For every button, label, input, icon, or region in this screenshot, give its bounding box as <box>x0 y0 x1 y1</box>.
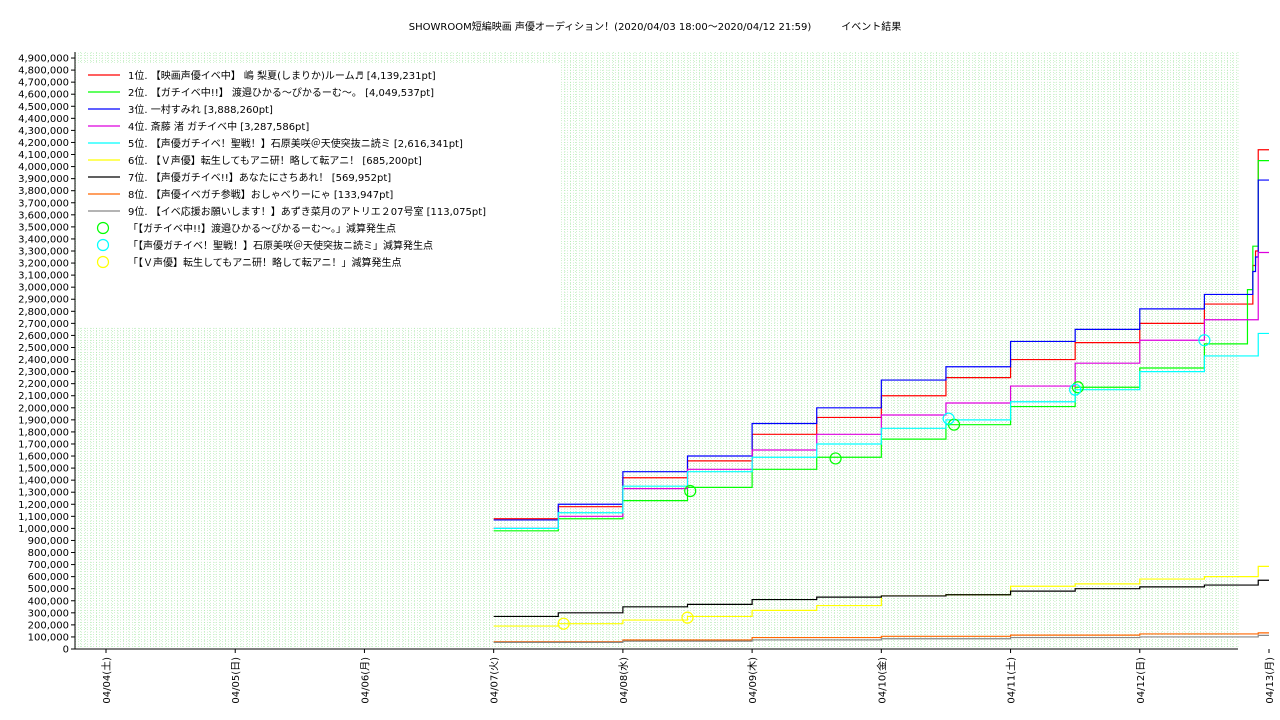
x-tick-label: 04/10(金) <box>875 657 888 704</box>
legend-label: 3位. 一村すみれ [3,888,260pt] <box>128 103 273 116</box>
y-tick-label: 0 <box>63 645 69 656</box>
series-line-3 <box>493 179 1269 521</box>
reduction-marker-3 <box>681 611 694 624</box>
legend-label: 4位. 斎藤 渚 ガチイベ中 [3,287,586pt] <box>128 120 309 133</box>
y-tick-label: 3,300,000 <box>18 247 69 258</box>
x-tick-label: 04/08(水) <box>618 657 630 704</box>
y-tick-label: 3,100,000 <box>18 271 69 282</box>
y-tick-label: 3,900,000 <box>18 174 69 185</box>
y-tick-label: 100,000 <box>28 632 69 643</box>
legend-label: 8位. 【声優イベガチ参戦】おしゃべりーにゃ [133,947pt] <box>128 188 393 201</box>
series-line-4 <box>493 251 1269 529</box>
y-tick-label: 1,300,000 <box>18 488 69 499</box>
y-tick-label: 1,700,000 <box>18 439 69 450</box>
y-tick-label: 1,000,000 <box>18 524 69 535</box>
x-tick-label: 04/12(日) <box>1136 657 1147 704</box>
reduction-marker-2 <box>1198 334 1211 347</box>
legend-label: 1位. 【映画声優イベ中】 嶋 梨夏(しまりか)ルーム♬ [4,139,231p… <box>128 69 436 82</box>
reduction-marker-1 <box>1071 381 1084 394</box>
y-tick-label: 4,000,000 <box>18 162 69 173</box>
chart-title: SHOWROOM短編映画 声優オーディション！(2020/04/03 18:00… <box>409 20 902 33</box>
x-tick-label: 04/05(日) <box>231 657 242 704</box>
y-tick-label: 3,400,000 <box>18 234 69 245</box>
legend-label: 6位. 【Ｖ声優】転生してもアニ研！略して転アニ！ [685,200pt] <box>128 154 422 167</box>
reduction-marker-3 <box>557 617 570 630</box>
y-tick-label: 2,400,000 <box>18 355 69 366</box>
y-tick-label: 4,900,000 <box>18 54 69 65</box>
x-tick-label: 04/13(月) <box>1264 657 1276 704</box>
reduction-marker-1 <box>829 452 842 465</box>
y-tick-label: 600,000 <box>28 572 69 583</box>
legend-label: 7位. 【声優ガチイベ!!】あなたにさちあれ！ [569,952pt] <box>128 171 391 184</box>
series-line-9 <box>493 634 1269 643</box>
y-tick-label: 3,200,000 <box>18 259 69 270</box>
legend-label: 「【声優ガチイベ！聖戦！】石原美咲＠天使突抜ニ読ミ」減算発生点 <box>128 239 433 252</box>
reduction-marker-2 <box>1069 383 1082 396</box>
y-tick-label: 2,900,000 <box>18 295 69 306</box>
y-tick-label: 1,800,000 <box>18 427 69 438</box>
y-tick-label: 4,700,000 <box>18 78 69 89</box>
legend-marker-swatch <box>96 221 110 235</box>
x-tick-label: 04/06(月) <box>359 657 371 704</box>
y-axis-ticks: 0 100,000200,000300,000400,000500,000600,… <box>18 54 75 656</box>
y-tick-label: 4,400,000 <box>18 114 69 125</box>
y-tick-label: 4,500,000 <box>18 102 69 113</box>
legend-marker-swatch <box>96 255 110 269</box>
legend-label: 9位. 【イベ応援お願いします！】あずき菜月のアトリエ２07号室 [113,07… <box>128 205 486 218</box>
reduction-markers <box>557 334 1211 630</box>
x-tick-label: 04/04(土) <box>100 657 113 704</box>
reduction-marker-1 <box>684 484 697 498</box>
y-tick-label: 4,100,000 <box>18 150 69 161</box>
y-tick-label: 1,900,000 <box>18 415 69 426</box>
y-tick-label: 400,000 <box>28 596 69 607</box>
y-tick-label: 800,000 <box>28 548 69 559</box>
x-tick-label: 04/07(火) <box>489 657 501 704</box>
y-tick-label: 1,500,000 <box>18 464 69 475</box>
y-tick-label: 1,200,000 <box>18 500 69 511</box>
y-tick-label: 1,600,000 <box>18 452 69 463</box>
series-line-2 <box>493 160 1269 532</box>
y-tick-label: 500,000 <box>28 584 69 595</box>
y-tick-label: 4,800,000 <box>18 66 69 77</box>
y-tick-label: 4,300,000 <box>18 126 69 137</box>
y-tick-label: 700,000 <box>28 560 69 571</box>
y-tick-label: 3,000,000 <box>18 283 69 294</box>
y-tick-label: 900,000 <box>28 536 69 547</box>
y-tick-label: 200,000 <box>28 620 69 631</box>
x-axis-ticks: 04/04(土) 04/05(日) 04/06(月) 04/07(火) 04/08(水)… <box>100 649 1276 704</box>
y-tick-label: 1,400,000 <box>18 476 69 487</box>
series-line-7 <box>493 579 1269 618</box>
legend-label: 5位. 【声優ガチイベ！聖戦！】石原美咲＠天使突抜ニ読ミ [2,616,341p… <box>128 137 463 150</box>
y-tick-label: 2,200,000 <box>18 379 69 390</box>
y-tick-label: 1,100,000 <box>18 512 69 523</box>
y-tick-label: 300,000 <box>28 608 69 619</box>
x-tick-label: 04/11(土) <box>1005 657 1018 704</box>
legend-marker-swatch <box>96 238 110 252</box>
axes <box>74 52 1238 650</box>
legend-label: 2位. 【ガチイベ中!!】 渡邉ひかる〜ぴかるーむ〜。 [4,049,537pt… <box>128 86 434 99</box>
series-line-5 <box>493 332 1269 529</box>
y-tick-label: 3,500,000 <box>18 222 69 233</box>
series-lines <box>493 149 1269 643</box>
y-tick-label: 2,300,000 <box>18 367 69 378</box>
y-tick-label: 3,600,000 <box>18 210 69 221</box>
y-tick-label: 2,100,000 <box>18 391 69 402</box>
legend: 1位. 【映画声優イベ中】 嶋 梨夏(しまりか)ルーム♬ [4,139,231p… <box>78 63 561 327</box>
reduction-marker-2 <box>942 412 955 425</box>
legend-label: 「【Ｖ声優】転生してもアニ研！略して転アニ！」減算発生点 <box>128 256 402 269</box>
y-tick-label: 2,800,000 <box>18 307 69 318</box>
legend-label: 「【ガチイベ中!!】渡邉ひかる〜ぴかるーむ〜。」減算発生点 <box>128 222 396 235</box>
series-line-8 <box>493 632 1269 643</box>
y-tick-label: 2,000,000 <box>18 403 69 414</box>
y-tick-label: 2,700,000 <box>18 319 69 330</box>
y-tick-label: 4,200,000 <box>18 138 69 149</box>
y-tick-label: 3,800,000 <box>18 186 69 197</box>
legend-box <box>78 63 561 327</box>
y-tick-label: 4,600,000 <box>18 90 69 101</box>
y-tick-label: 2,500,000 <box>18 343 69 354</box>
y-tick-label: 2,600,000 <box>18 331 69 342</box>
x-tick-label: 04/09(木) <box>747 657 759 704</box>
y-tick-label: 3,700,000 <box>18 198 69 209</box>
